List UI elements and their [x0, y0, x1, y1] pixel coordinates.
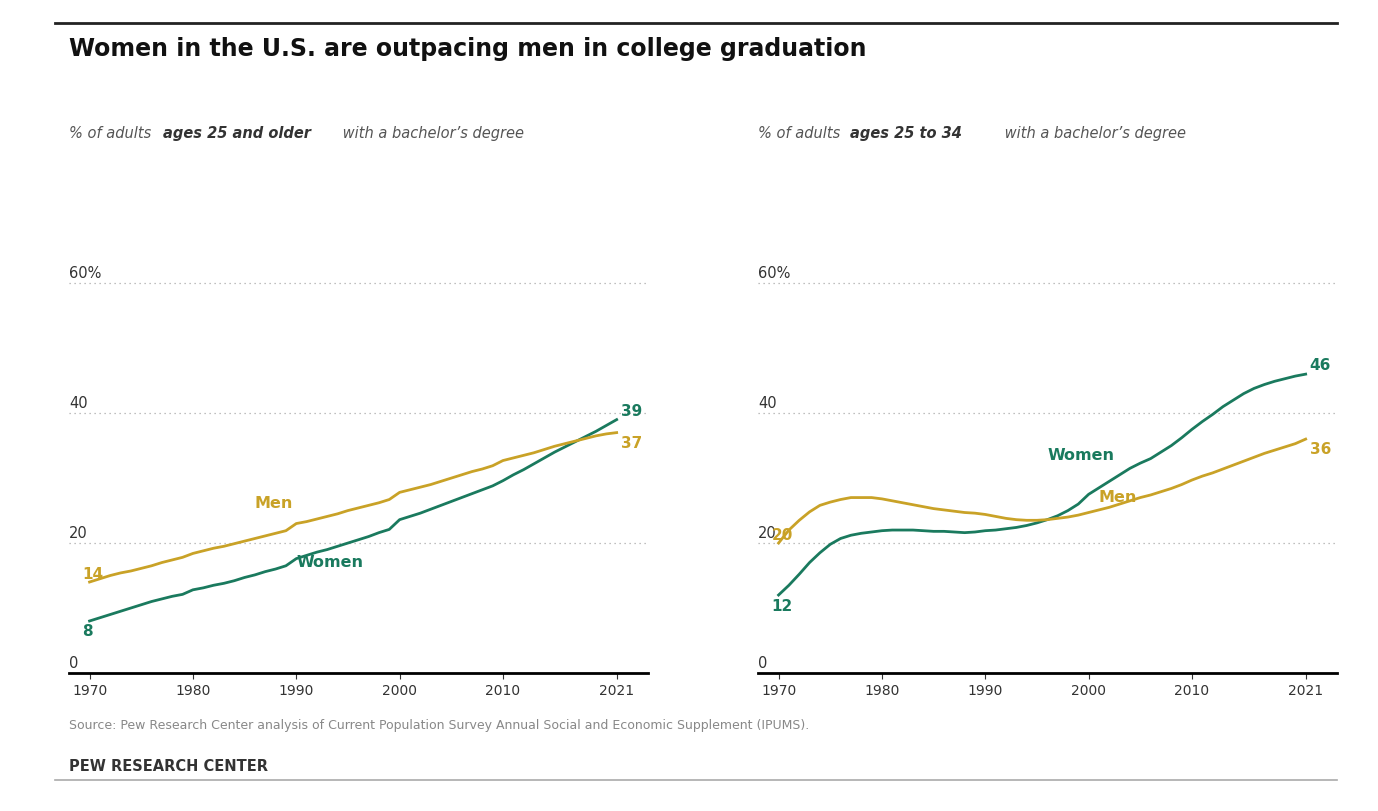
Text: ages 25 to 34: ages 25 to 34: [850, 126, 962, 140]
Text: Women in the U.S. are outpacing men in college graduation: Women in the U.S. are outpacing men in c…: [69, 36, 867, 61]
Text: 40: 40: [758, 396, 777, 410]
Text: 20: 20: [758, 526, 777, 540]
Text: ages 25 and older: ages 25 and older: [163, 126, 310, 140]
Text: 14: 14: [83, 566, 103, 581]
Text: Women: Women: [296, 554, 364, 569]
Text: 60%: 60%: [758, 266, 790, 281]
Text: PEW RESEARCH CENTER: PEW RESEARCH CENTER: [69, 758, 267, 773]
Text: 60%: 60%: [69, 266, 101, 281]
Text: 20: 20: [772, 527, 792, 542]
Text: with a bachelor’s degree: with a bachelor’s degree: [1000, 126, 1186, 140]
Text: Women: Women: [1047, 447, 1115, 462]
Text: 0: 0: [758, 655, 768, 670]
Text: Men: Men: [1100, 489, 1137, 504]
Text: with a bachelor’s degree: with a bachelor’s degree: [338, 126, 524, 140]
Text: 12: 12: [772, 599, 792, 613]
Text: 39: 39: [621, 403, 642, 418]
Text: 8: 8: [83, 623, 92, 638]
Text: 40: 40: [69, 396, 88, 410]
Text: Men: Men: [255, 496, 294, 511]
Text: 37: 37: [621, 435, 642, 450]
Text: % of adults: % of adults: [758, 126, 845, 140]
Text: 20: 20: [69, 526, 88, 540]
Text: 46: 46: [1310, 358, 1331, 373]
Text: Source: Pew Research Center analysis of Current Population Survey Annual Social : Source: Pew Research Center analysis of …: [69, 718, 809, 731]
Text: 36: 36: [1310, 441, 1331, 457]
Text: % of adults: % of adults: [69, 126, 156, 140]
Text: 0: 0: [69, 655, 79, 670]
